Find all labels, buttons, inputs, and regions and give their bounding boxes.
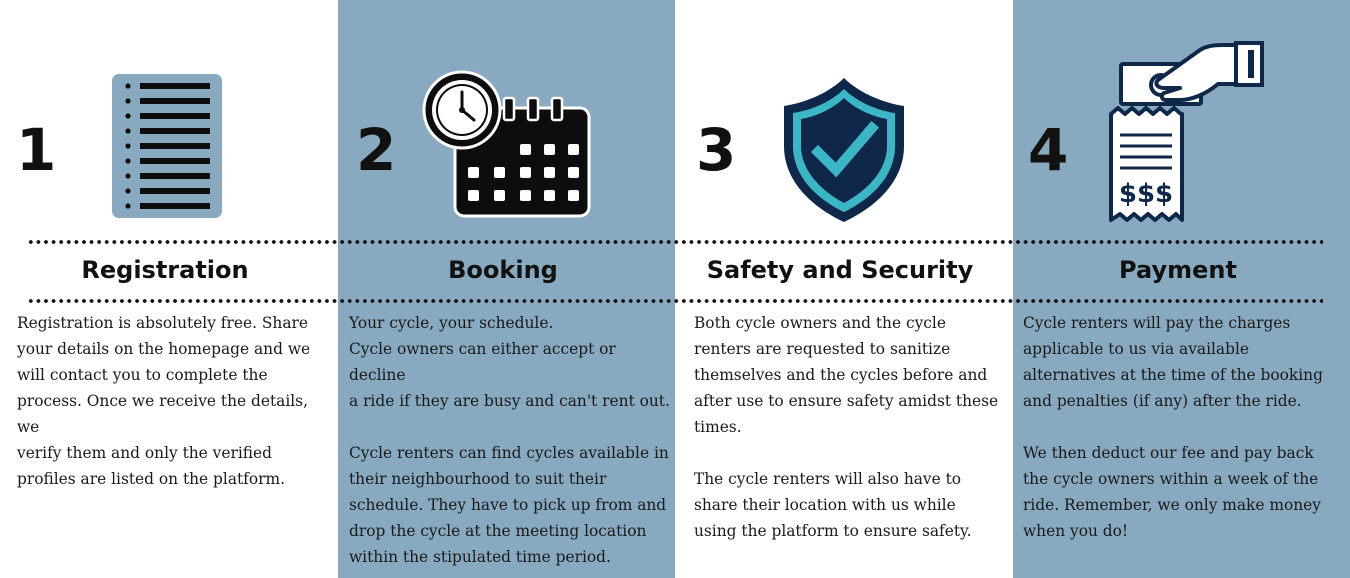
step-description-registration: Registration is absolutely free. Share y…	[17, 314, 311, 488]
step-title-registration: Registration	[81, 256, 249, 284]
step-number-1: 1	[16, 116, 57, 184]
dotted-divider-top	[27, 240, 1323, 244]
calendar-clock-icon	[422, 70, 592, 220]
step-title-booking: Booking	[448, 256, 558, 284]
step-title-safety: Safety and Security	[706, 256, 974, 284]
document-list-icon	[112, 74, 222, 218]
step-description-payment: Cycle renters will pay the charges appli…	[1023, 314, 1323, 540]
step-description-booking: Your cycle, your schedule. Cycle owners …	[349, 314, 670, 566]
panel-booking	[338, 0, 675, 578]
dotted-divider-bottom	[27, 299, 1323, 303]
step-number-3: 3	[696, 116, 737, 184]
step-number-4: 4	[1028, 116, 1069, 184]
step-title-payment: Payment	[1119, 256, 1237, 284]
shield-check-icon	[780, 76, 908, 224]
receipt-symbols: $$$	[1119, 179, 1173, 209]
payment-receipt-icon: $$$	[1106, 40, 1266, 224]
step-number-2: 2	[356, 116, 397, 184]
step-description-safety: Both cycle owners and the cycle renters …	[694, 314, 999, 540]
